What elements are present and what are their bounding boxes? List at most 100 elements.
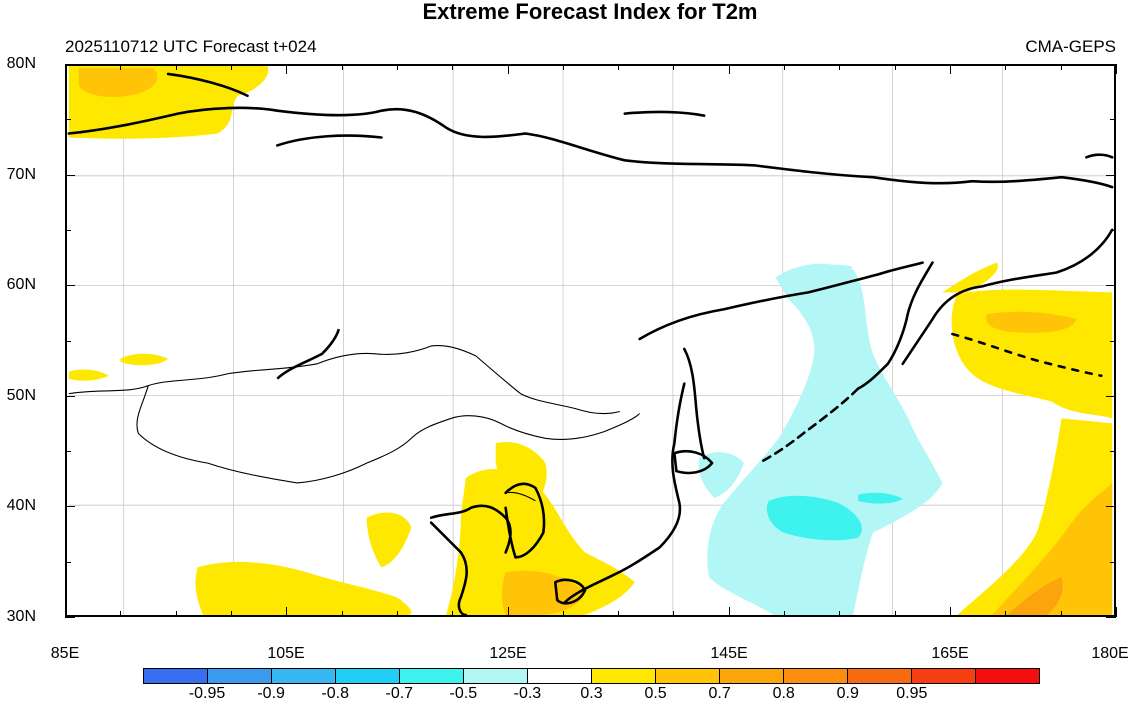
coastline-sakhalin: [683, 347, 706, 460]
efi-area-south-china: [195, 561, 412, 615]
axis-tick: [673, 611, 675, 617]
efi-area-east-china-sea: [446, 469, 635, 615]
colorbar-label: -0.8: [321, 685, 349, 702]
coastline-china-east: [429, 521, 468, 615]
axis-tick: [1116, 64, 1117, 74]
axis-tick: [286, 607, 288, 617]
axis-tick: [65, 64, 66, 74]
axis-tick: [1106, 64, 1116, 65]
axis-tick: [562, 64, 564, 70]
model-name-label: CMA-GEPS: [1025, 37, 1116, 56]
axis-tick: [286, 64, 288, 74]
chart-title: Extreme Forecast Index for T2m: [422, 0, 758, 24]
axis-tick: [65, 119, 71, 121]
coastline-okhotsk: [638, 261, 924, 341]
colorbar-label: 0.7: [708, 685, 731, 702]
efi-area-okhotsk-strip: [783, 264, 854, 283]
border-baikal: [276, 328, 341, 380]
axis-tick: [396, 64, 398, 70]
axis-tick: [728, 64, 730, 74]
colorbar-label: -0.9: [257, 685, 285, 702]
efi-area-mongolia-spot: [120, 353, 169, 366]
colorbar-label: -0.95: [188, 685, 226, 702]
axis-tick: [728, 607, 730, 617]
lon-label-85e: 85E: [50, 645, 80, 662]
coastline-severnaya: [166, 72, 249, 98]
axis-tick: [65, 561, 71, 563]
axis-tick: [1005, 611, 1007, 617]
colorbar-label: 0.9: [836, 685, 859, 702]
border-northkorea: [505, 491, 536, 502]
axis-tick: [65, 451, 71, 453]
coastline-hokkaido: [673, 449, 714, 475]
axis-tick: [1110, 451, 1116, 453]
border-china-east: [410, 413, 641, 440]
lon-label-165e: 165E: [931, 645, 969, 662]
lon-label-105e: 105E: [267, 645, 305, 662]
axis-tick: [230, 611, 232, 617]
colorbar-segment: [528, 669, 592, 683]
axis-tick: [784, 611, 786, 617]
axis-tick: [65, 174, 75, 176]
axis-tick: [1060, 64, 1062, 70]
axis-tick: [175, 64, 177, 70]
axis-tick: [65, 607, 66, 617]
efi-area-cold-core-small: [858, 492, 903, 504]
axis-tick: [175, 611, 177, 617]
axis-tick: [1110, 561, 1116, 563]
colorbar-segment: [976, 669, 1039, 683]
axis-tick: [507, 64, 509, 74]
lat-label-70n: 70N: [6, 166, 36, 183]
forecast-time-label: 2025110712 UTC Forecast t+024: [65, 37, 317, 56]
axis-tick: [452, 64, 454, 70]
efi-area-south-china-2: [366, 512, 412, 568]
colorbar-segment: [144, 669, 208, 683]
axis-tick: [396, 611, 398, 617]
lat-label-50n: 50N: [6, 387, 36, 404]
colorbar-label: 0.95: [896, 685, 928, 702]
axis-tick: [65, 285, 75, 287]
coastline-kyushu: [553, 578, 587, 605]
colorbar-segment: [592, 669, 656, 683]
axis-tick: [120, 64, 122, 70]
axis-tick: [1005, 64, 1007, 70]
axis-tick: [1106, 506, 1116, 508]
colorbar-segment: [912, 669, 976, 683]
colorbar: [143, 668, 1040, 684]
axis-tick: [950, 64, 952, 74]
axis-tick: [950, 607, 952, 617]
axis-tick: [1110, 229, 1116, 231]
axis-tick: [1106, 174, 1116, 176]
efi-shading-warm: [68, 66, 1113, 615]
colorbar-segment: [656, 669, 720, 683]
coastline-taymyr: [275, 134, 383, 147]
axis-tick: [65, 229, 71, 231]
colorbar-segment: [208, 669, 272, 683]
axis-tick: [839, 64, 841, 70]
border-russia-south: [68, 344, 620, 415]
efi-area-cold-core: [766, 495, 862, 541]
axis-tick: [341, 64, 343, 70]
axis-tick: [230, 64, 232, 70]
axis-tick: [120, 611, 122, 617]
lat-label-30n: 30N: [6, 608, 36, 625]
coastline-chukotka: [901, 228, 1114, 366]
coastline-arctic: [67, 106, 1114, 189]
axis-tick: [618, 611, 620, 617]
colorbar-label: -0.7: [385, 685, 414, 702]
efi-shading-cold: [698, 263, 943, 615]
coastline-nsiberian-islands: [623, 110, 706, 117]
colorbar-segment: [720, 669, 784, 683]
axis-tick: [1110, 340, 1116, 342]
axis-tick: [1110, 119, 1116, 121]
colorbar-segment: [272, 669, 336, 683]
colorbar-segment: [400, 669, 464, 683]
map-panel[interactable]: [65, 64, 1116, 617]
efi-area-west-spot: [68, 369, 109, 381]
efi-area-pacific-southeast-core: [992, 482, 1113, 615]
colorbar-segment: [848, 669, 912, 683]
axis-tick: [507, 607, 509, 617]
axis-tick: [839, 611, 841, 617]
axis-tick: [65, 64, 75, 65]
axis-tick: [618, 64, 620, 70]
